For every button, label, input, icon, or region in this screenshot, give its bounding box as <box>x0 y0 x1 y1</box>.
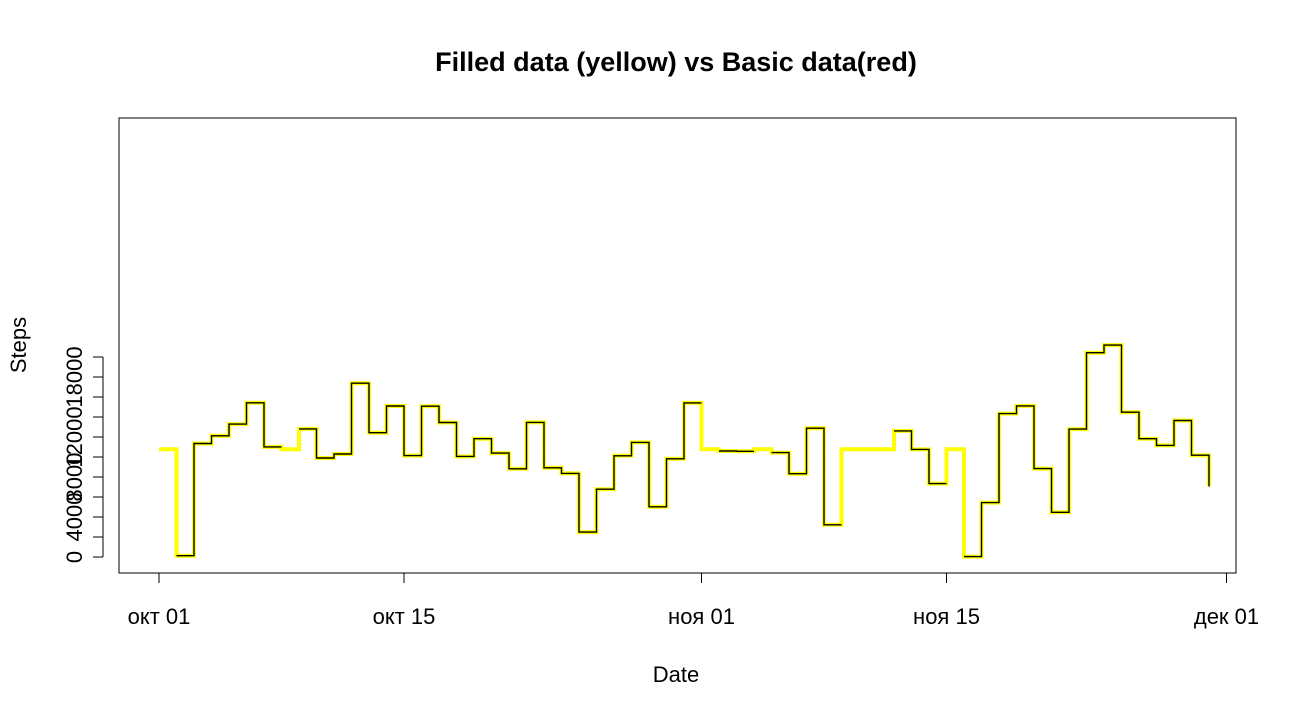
x-tick-label: окт 15 <box>373 604 436 629</box>
y-axis-label: Steps <box>6 317 31 373</box>
series-line-1-segment-4 <box>894 430 947 485</box>
x-axis-label: Date <box>653 662 699 687</box>
y-tick-label: 4000 <box>62 493 87 542</box>
x-tick-label: ноя 15 <box>913 604 980 629</box>
series-layer <box>159 343 1211 559</box>
series-line-1-segment-5 <box>964 344 1210 558</box>
series-line-1-segment-1 <box>299 382 702 533</box>
x-axis: окт 01 окт 15 ноя 01 ноя 15 дек 01 <box>128 572 1259 629</box>
y-tick-label: 8000 <box>62 453 87 502</box>
series-line-1-segment-3 <box>771 427 842 526</box>
series-line-1-segment-0 <box>176 402 282 557</box>
x-tick-label: окт 01 <box>128 604 191 629</box>
x-tick-label: дек 01 <box>1194 604 1259 629</box>
x-tick-label: ноя 01 <box>668 604 735 629</box>
y-tick-label: 18000 <box>62 346 87 407</box>
y-tick-label: 12000 <box>62 406 87 467</box>
y-tick-label: 0 <box>62 551 87 563</box>
chart-title: Filled data (yellow) vs Basic data(red) <box>435 47 917 77</box>
